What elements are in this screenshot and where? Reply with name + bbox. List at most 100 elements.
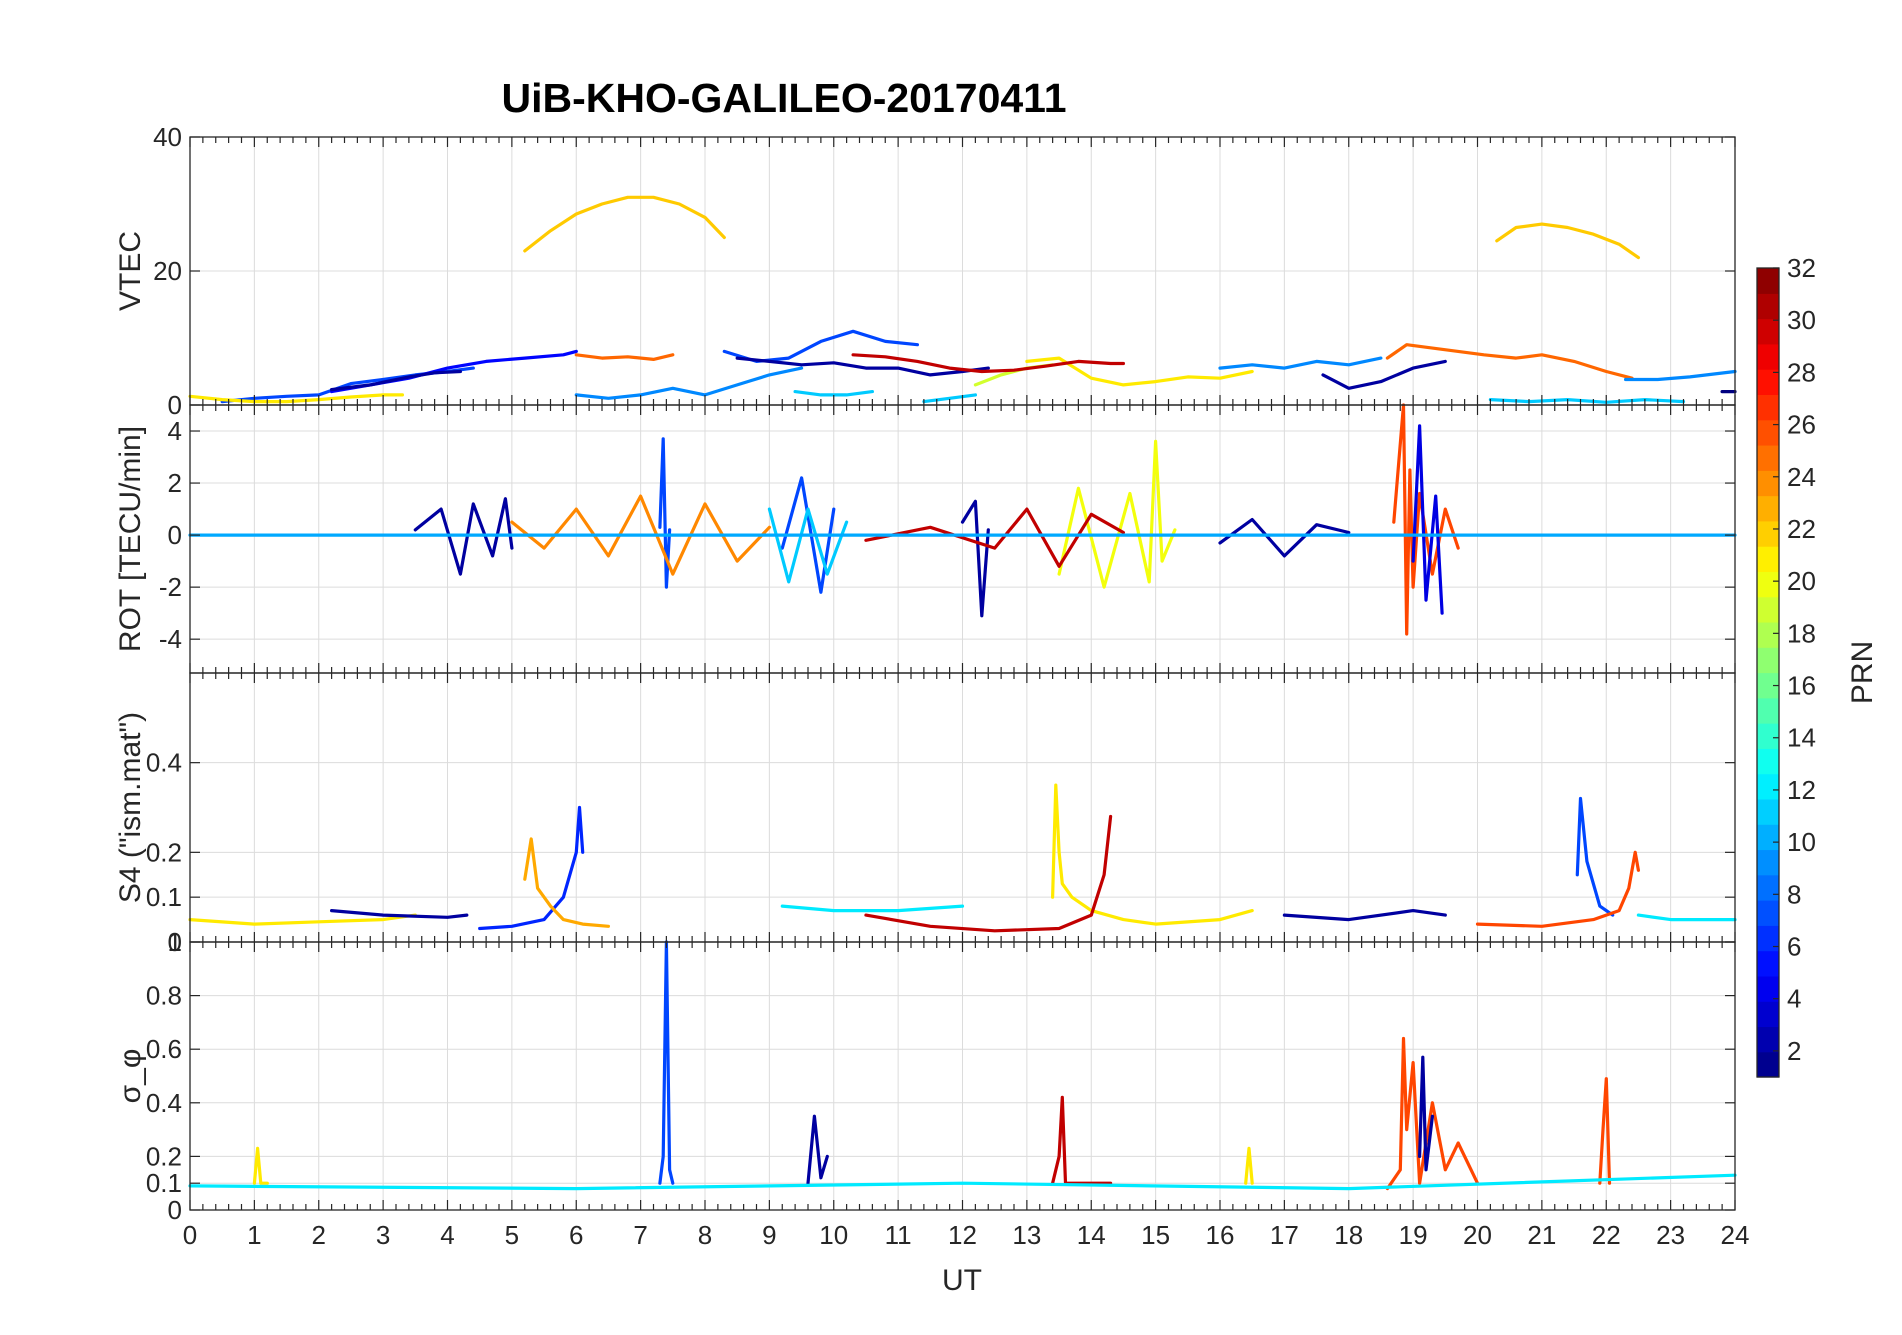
x-axis-label: UT: [942, 1264, 982, 1297]
colorbar-tick-label: 20: [1787, 566, 1816, 596]
colorbar-tick-label: 6: [1787, 932, 1801, 962]
colorbar-band: [1757, 697, 1779, 724]
rot-trace-prn-2: [960, 499, 990, 618]
x-tick-label: 20: [1463, 1220, 1492, 1250]
colorbar-band: [1757, 343, 1779, 370]
colorbar-band: [1757, 596, 1779, 623]
x-tick-label: 13: [1012, 1220, 1041, 1250]
s4-trace-prn-30: [864, 814, 1113, 933]
rot-y-tick-label: -4: [159, 624, 182, 654]
sigma_phi-trace-prn-2: [806, 1114, 829, 1185]
s4-trace-prn-12: [1636, 913, 1737, 922]
rot-y-axis-label: ROT [TECU/min]: [114, 426, 147, 652]
colorbar-tick-label: 18: [1787, 618, 1816, 648]
s4-y-tick-label: 0.2: [146, 837, 182, 867]
sigma_phi-trace-prn-26: [1598, 1077, 1612, 1185]
colorbar-band: [1757, 470, 1779, 497]
colorbar-band: [1757, 1026, 1779, 1053]
sigma_phi-y-tick-label: 1: [168, 927, 182, 957]
sigma_phi-y-tick-label: 0: [168, 1195, 182, 1225]
colorbar-band: [1757, 975, 1779, 1002]
vtec-trace-prn-2: [1321, 359, 1447, 390]
s4-trace-prn-21: [188, 913, 417, 926]
colorbar-band: [1757, 571, 1779, 598]
vtec-trace-prn-11: [922, 393, 978, 404]
colorbar-band: [1757, 621, 1779, 648]
colorbar-band: [1757, 546, 1779, 572]
sigma_phi-trace-prn-12: [188, 1173, 1737, 1191]
rot-y-tick-label: 0: [168, 520, 182, 550]
sigma_phi-y-axis-label: σ_φ: [114, 1049, 147, 1104]
x-tick-label: 3: [376, 1220, 390, 1250]
vtec-trace-prn-11: [1488, 398, 1686, 404]
colorbar-tick-label: 26: [1787, 410, 1816, 440]
sigma_phi-trace-prn-21: [1244, 1146, 1254, 1185]
sigma_phi-y-tick-label: 0.1: [146, 1168, 182, 1198]
x-tick-label: 17: [1270, 1220, 1299, 1250]
rot-trace-prn-20: [1057, 439, 1177, 589]
s4-y-tick-label: 0.4: [146, 748, 182, 778]
chart-title: UiB-KHO-GALILEO-20170411: [501, 75, 1066, 121]
rot-trace-prn-26: [1392, 403, 1460, 636]
x-tick-label: 16: [1206, 1220, 1235, 1250]
vtec-trace-prn-25: [1385, 343, 1634, 380]
vtec-y-tick-label: 20: [153, 256, 182, 286]
rot-y-tick-label: 4: [168, 416, 182, 446]
data-layer: [188, 195, 1737, 1191]
rot-trace-prn-11: [767, 507, 849, 584]
colorbar-band: [1757, 849, 1779, 876]
vtec-trace-prn-22: [1495, 222, 1641, 260]
s4-trace-prn-2: [1282, 908, 1447, 922]
vtec-trace-prn-11: [793, 390, 875, 397]
vtec-trace-prn-2: [330, 369, 462, 392]
sigma_phi-y-tick-label: 0.4: [146, 1088, 182, 1118]
x-tick-label: 2: [312, 1220, 326, 1250]
sigma_phi-y-tick-label: 0.8: [146, 981, 182, 1011]
colorbar-band: [1757, 318, 1779, 345]
colorbar-band: [1757, 824, 1779, 851]
colorbar-tick-label: 14: [1787, 723, 1816, 753]
x-tick-label: 18: [1334, 1220, 1363, 1250]
s4-y-tick-label: 0.1: [146, 882, 182, 912]
x-tick-label: 14: [1077, 1220, 1106, 1250]
colorbar-band: [1757, 394, 1779, 421]
colorbar-band: [1757, 748, 1779, 775]
sigma_phi-y-tick-label: 0.6: [146, 1034, 182, 1064]
vtec-trace-prn-9: [574, 366, 804, 400]
s4-trace-prn-2: [330, 908, 469, 919]
x-tick-label: 6: [569, 1220, 583, 1250]
x-tick-label: 19: [1399, 1220, 1428, 1250]
rot-trace-prn-30: [864, 507, 1126, 568]
vtec-y-axis-label: VTEC: [114, 231, 147, 311]
colorbar-band: [1757, 874, 1779, 901]
rot-trace-prn-2: [413, 497, 514, 576]
colorbar-band: [1757, 1051, 1779, 1078]
x-tick-label: 9: [762, 1220, 776, 1250]
x-tick-label: 1: [247, 1220, 261, 1250]
vtec-trace-prn-9: [1218, 356, 1383, 370]
rot-trace-prn-2: [1218, 517, 1351, 558]
colorbar-tick-label: 24: [1787, 462, 1816, 492]
rot-y-tick-label: 2: [168, 468, 182, 498]
x-tick-label: 0: [183, 1220, 197, 1250]
sigma_phi-trace-prn-30: [1050, 1095, 1113, 1185]
colorbar-label: PRN: [1846, 641, 1879, 704]
colorbar-band: [1757, 900, 1779, 926]
s4-y-axis-label: S4 ("ism.mat"): [114, 712, 147, 903]
x-tick-label: 21: [1527, 1220, 1556, 1250]
x-tick-label: 4: [440, 1220, 454, 1250]
s4-trace-prn-6: [478, 805, 585, 931]
colorbar-tick-label: 16: [1787, 671, 1816, 701]
x-tick-label: 15: [1141, 1220, 1170, 1250]
colorbar-band: [1757, 444, 1779, 471]
colorbar-tick-label: 32: [1787, 253, 1816, 283]
colorbar-band: [1757, 672, 1779, 699]
colorbar-tick-label: 8: [1787, 879, 1801, 909]
colorbar-frame: [1756, 267, 1780, 1078]
vtec-trace-prn-21: [1025, 356, 1254, 387]
x-tick-label: 22: [1592, 1220, 1621, 1250]
x-tick-label: 7: [633, 1220, 647, 1250]
x-tick-label: 10: [819, 1220, 848, 1250]
